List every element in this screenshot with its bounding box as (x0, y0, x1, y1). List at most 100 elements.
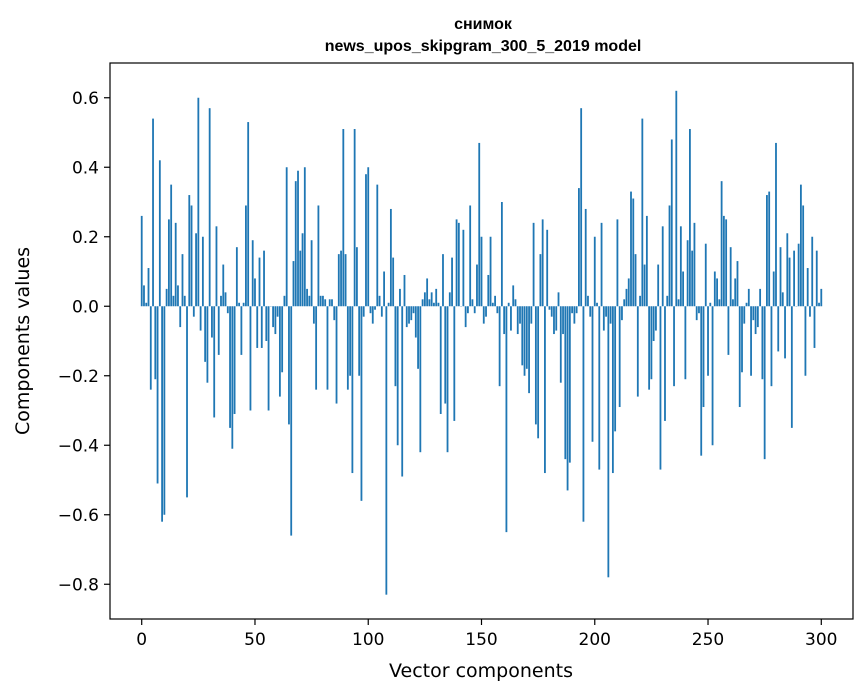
bar-118 (408, 306, 410, 324)
bar-192 (575, 306, 578, 314)
bar-155 (491, 302, 494, 307)
bar-111 (392, 257, 395, 307)
bar-275 (763, 306, 766, 460)
chart-title-line1: снимок (454, 16, 513, 33)
bar-65 (288, 306, 290, 425)
bar-230 (661, 226, 664, 307)
bar-218 (634, 254, 637, 307)
bar-188 (566, 306, 569, 491)
bar-280 (775, 142, 777, 307)
bar-82 (326, 306, 329, 390)
y-tick-label-5: 0.2 (72, 228, 99, 248)
bar-84 (331, 299, 333, 307)
bar-70 (299, 250, 302, 307)
bar-165 (514, 299, 517, 307)
bar-44 (240, 306, 243, 355)
bar-109 (387, 302, 390, 307)
bar-239 (682, 271, 685, 307)
x-tick-label-2: 100 (352, 630, 384, 650)
bar-7 (156, 306, 159, 484)
bar-123 (419, 306, 422, 453)
bar-208 (611, 306, 614, 474)
bar-100 (367, 167, 370, 307)
bar-189 (568, 306, 571, 463)
bar-153 (487, 274, 490, 307)
bar-272 (756, 306, 759, 328)
bar-48 (249, 306, 252, 411)
bar-45 (242, 302, 245, 307)
bar-13 (170, 184, 173, 307)
bar-96 (358, 306, 361, 376)
bar-291 (799, 184, 802, 307)
bar-235 (673, 306, 675, 387)
bar-149 (478, 142, 481, 307)
bar-203 (600, 222, 603, 307)
x-axis-label: Vector components (389, 660, 573, 682)
bar-110 (389, 208, 392, 307)
bar-55 (265, 306, 268, 341)
bar-293 (804, 306, 807, 376)
bar-124 (421, 299, 424, 307)
bar-56 (267, 306, 270, 411)
bar-50 (254, 278, 256, 307)
bar-247 (700, 306, 703, 456)
bar-135 (446, 306, 449, 453)
bar-211 (618, 306, 621, 408)
bar-29 (206, 306, 209, 383)
y-tick-label-2: −0.4 (58, 436, 99, 456)
bar-170 (525, 306, 528, 369)
bar-233 (668, 205, 671, 307)
bar-34 (217, 306, 220, 355)
bar-5 (152, 118, 154, 307)
bar-185 (559, 306, 562, 383)
bar-183 (555, 306, 558, 331)
bar-286 (788, 257, 791, 307)
bar-28 (204, 306, 207, 362)
bar-285 (786, 233, 789, 307)
bar-172 (530, 306, 533, 324)
bar-125 (423, 292, 426, 307)
bar-32 (213, 306, 216, 418)
bar-99 (365, 174, 367, 307)
x-tick-label-3: 150 (465, 630, 497, 650)
bar-199 (591, 306, 594, 442)
bar-103 (374, 306, 376, 310)
bar-209 (614, 306, 617, 432)
bar-171 (528, 306, 530, 394)
bar-137 (451, 257, 453, 307)
bar-15 (174, 222, 177, 307)
bar-277 (768, 191, 771, 307)
y-tick-label-4: 0.0 (72, 297, 99, 317)
bar-295 (809, 306, 811, 317)
bar-41 (233, 306, 236, 414)
bar-79 (319, 295, 322, 307)
bar-39 (229, 306, 231, 428)
bar-281 (777, 306, 780, 352)
x-tick-label-4: 200 (579, 630, 611, 650)
bar-283 (781, 292, 784, 307)
bar-94 (353, 129, 356, 307)
bar-19 (183, 295, 186, 307)
bar-212 (621, 306, 623, 321)
bar-138 (453, 306, 456, 421)
bar-195 (582, 306, 585, 522)
bar-241 (686, 240, 689, 307)
bar-206 (607, 306, 610, 578)
bar-2 (145, 302, 148, 307)
bar-242 (689, 129, 691, 307)
bar-127 (428, 299, 431, 307)
bar-254 (716, 278, 718, 307)
x-tick-label-0: 0 (136, 630, 147, 650)
bar-244 (693, 222, 696, 307)
bar-115 (401, 306, 404, 477)
bar-130 (435, 288, 438, 307)
bar-59 (274, 306, 277, 335)
bar-181 (550, 306, 553, 317)
bar-229 (659, 306, 662, 470)
bar-121 (414, 306, 417, 338)
x-axis-ticks: 0 50 100 150 200 250 300 (136, 619, 838, 650)
bar-120 (412, 306, 415, 314)
y-tick-label-6: 0.4 (72, 158, 99, 178)
bar-74 (308, 295, 311, 307)
bar-76 (312, 306, 315, 324)
